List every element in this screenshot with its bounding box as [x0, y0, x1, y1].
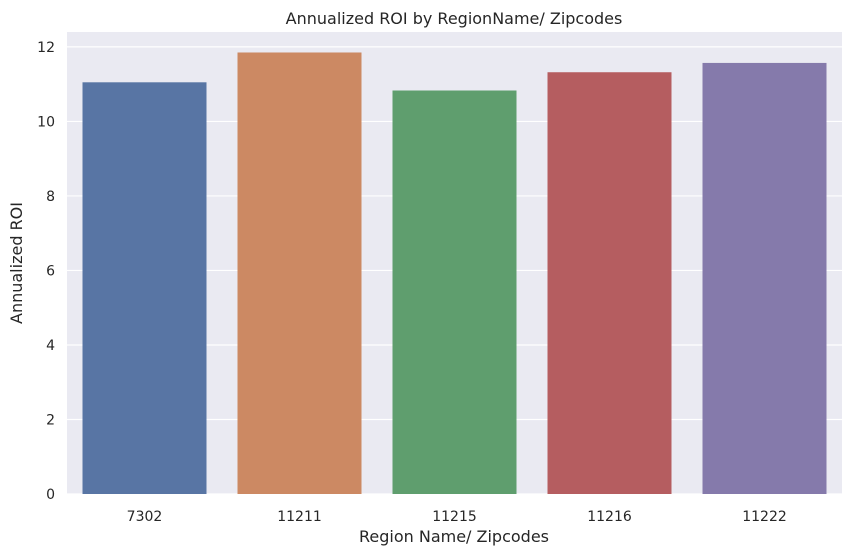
y-tick-label: 8 — [46, 189, 55, 205]
x-tick-label: 11216 — [587, 509, 632, 525]
bar-11222 — [702, 62, 827, 494]
x-tick-labels: 7302 11211 11215 11216 11222 — [127, 509, 787, 525]
x-tick-label: 11222 — [742, 509, 787, 525]
y-tick-label: 12 — [37, 40, 55, 56]
y-tick-label: 2 — [46, 412, 55, 428]
x-tick-label: 11215 — [432, 509, 477, 525]
bars — [82, 52, 827, 494]
x-tick-label: 7302 — [127, 509, 163, 525]
y-tick-labels: 0 2 4 6 8 10 12 — [37, 40, 55, 503]
bar-11216 — [547, 72, 672, 494]
chart-title: Annualized ROI by RegionName/ Zipcodes — [286, 9, 623, 28]
bar-7302 — [82, 82, 207, 494]
x-axis-label: Region Name/ Zipcodes — [359, 527, 549, 546]
y-tick-label: 0 — [46, 487, 55, 503]
x-tick-label: 11211 — [277, 509, 322, 525]
y-tick-label: 10 — [37, 114, 55, 130]
y-axis-label: Annualized ROI — [7, 202, 26, 324]
y-tick-label: 4 — [46, 338, 55, 354]
y-tick-label: 6 — [46, 263, 55, 279]
bar-11215 — [392, 90, 517, 494]
bar-11211 — [237, 52, 362, 494]
